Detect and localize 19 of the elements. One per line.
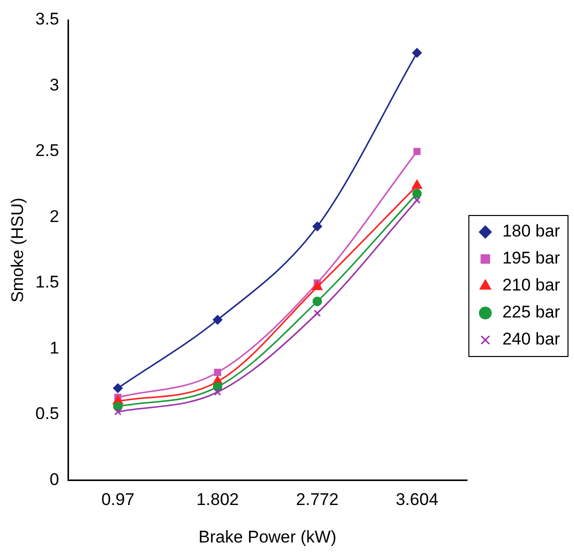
y-tick-label: 0.5 bbox=[35, 404, 60, 424]
x-tick-label: 1.802 bbox=[196, 490, 239, 510]
legend-label: 210 bar bbox=[502, 276, 560, 295]
y-tick-label: 2 bbox=[50, 206, 60, 226]
x-tick-label: 0.97 bbox=[101, 490, 134, 510]
x-axis-title: Brake Power (kW) bbox=[198, 527, 336, 546]
y-tick-label: 1 bbox=[50, 338, 60, 358]
legend-label: 180 bar bbox=[502, 222, 560, 241]
legend-label: 240 bar bbox=[502, 330, 560, 349]
y-tick-label: 3.5 bbox=[35, 10, 60, 29]
x-tick-label: 2.772 bbox=[296, 490, 339, 510]
x-tick-label: 3.604 bbox=[396, 490, 438, 510]
y-tick-label: 3 bbox=[50, 75, 60, 94]
legend-label: 225 bar bbox=[502, 302, 560, 322]
y-tick-label: 0 bbox=[50, 470, 60, 489]
legend-label: 195 bar bbox=[502, 248, 560, 268]
y-tick-label: 2.5 bbox=[35, 141, 60, 160]
y-axis-title: Smoke (HSU) bbox=[8, 198, 27, 303]
y-tick-label: 1.5 bbox=[35, 272, 60, 292]
